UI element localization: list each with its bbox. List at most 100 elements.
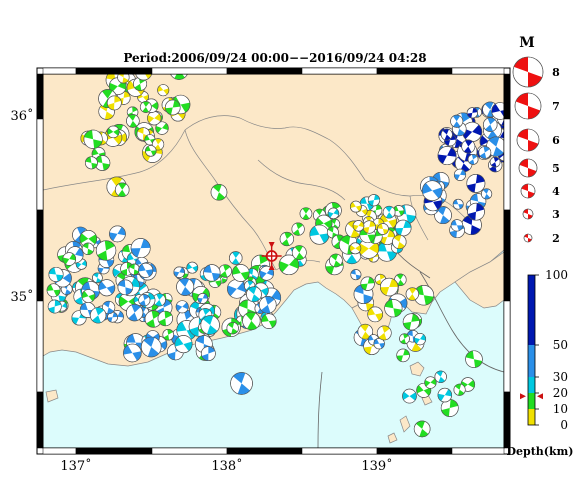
- earthquake-mechanism: [218, 264, 232, 278]
- earthquake-mechanism: [84, 156, 98, 170]
- magnitude-legend-symbol: [518, 158, 538, 178]
- earthquake-mechanism: [465, 350, 483, 368]
- earthquake-mechanism: [227, 279, 247, 299]
- earthquake-mechanisms: [46, 74, 504, 438]
- earthquake-mechanism: [461, 139, 476, 154]
- earthquake-mechanism: [81, 242, 95, 255]
- earthquake-mechanism: [413, 420, 431, 438]
- earthquake-mechanism: [392, 205, 405, 217]
- depth-color-band: [528, 345, 535, 377]
- epicenter-marker: [261, 242, 282, 270]
- earthquake-mechanism: [402, 313, 420, 331]
- depth-tick-label: 0: [560, 418, 568, 432]
- depth-tick-label: 20: [553, 386, 568, 400]
- earthquake-mechanism: [352, 220, 365, 232]
- earthquake-mechanism: [123, 343, 142, 363]
- earthquake-mechanism: [434, 370, 447, 383]
- earthquake-mechanism: [95, 240, 117, 261]
- earthquake-mechanism: [357, 323, 374, 340]
- magnitude-legend-label: 6: [552, 134, 560, 147]
- depth-legend-title: Depth(km): [507, 445, 574, 458]
- lon-label-137: 137˚: [60, 458, 91, 474]
- earthquake-mechanism: [229, 251, 243, 265]
- depth-color-band: [528, 275, 535, 345]
- earthquake-mechanism: [421, 180, 443, 201]
- earthquake-mechanism: [98, 279, 116, 297]
- depth-tick-label: 100: [545, 268, 568, 282]
- lon-label-139: 139˚: [361, 458, 392, 474]
- earthquake-mechanism: [450, 114, 464, 128]
- earthquake-mechanism: [424, 376, 437, 389]
- earthquake-mechanism: [175, 300, 189, 314]
- earthquake-mechanism: [176, 277, 195, 296]
- earthquake-mechanism: [309, 224, 330, 245]
- earthquake-mechanism: [173, 266, 186, 278]
- earthquake-mechanism: [174, 335, 193, 354]
- island-oshima: [409, 361, 425, 377]
- earthquake-mechanism: [402, 388, 417, 404]
- earthquake-mechanism: [164, 99, 181, 116]
- magnitude-legend-label: 4: [552, 185, 560, 198]
- lon-label-138: 138˚: [211, 458, 242, 474]
- depth-tick-label: 10: [553, 402, 568, 416]
- earthquake-mechanism: [226, 321, 239, 335]
- map-title: Period:2006/09/24 00:00−−2016/09/24 04:2…: [123, 51, 426, 65]
- island-niijima: [399, 415, 411, 433]
- earthquake-mechanism: [327, 207, 340, 220]
- earthquake-mechanism: [349, 200, 362, 213]
- earthquake-mechanism: [437, 146, 457, 166]
- lat-label-36: 36˚: [10, 108, 33, 124]
- longitude-axis: 137˚ 138˚ 139˚: [60, 458, 392, 474]
- earthquake-mechanism: [399, 333, 410, 345]
- earthquake-mechanism: [186, 261, 199, 274]
- earthquake-mechanism: [157, 84, 170, 97]
- earthquake-mechanism: [413, 333, 427, 346]
- earthquake-mechanism: [102, 300, 116, 315]
- earthquake-mechanism: [47, 299, 62, 314]
- earthquake-mechanism: [467, 202, 485, 221]
- earthquake-mechanism: [210, 184, 228, 201]
- earthquake-mechanism: [349, 242, 362, 255]
- earthquake-mechanism: [394, 219, 412, 237]
- earthquake-mechanism: [151, 138, 165, 151]
- earthquake-mechanism: [138, 294, 151, 307]
- earthquake-mechanism: [291, 245, 307, 260]
- earthquake-mechanism: [117, 74, 130, 84]
- earthquake-mechanism: [162, 328, 175, 341]
- earthquake-mechanism: [200, 315, 220, 335]
- earthquake-mechanism: [437, 387, 453, 403]
- earthquake-mechanism: [362, 220, 376, 234]
- earthquake-mechanism: [152, 293, 166, 307]
- magnitude-legend: M 8 7 6 5 4 3 2: [512, 35, 560, 245]
- earthquake-mechanism: [489, 156, 501, 168]
- earthquake-mechanism: [486, 136, 504, 157]
- earthquake-mechanism: [278, 254, 300, 276]
- earthquake-mechanism: [203, 264, 221, 282]
- earthquake-mechanism: [62, 252, 77, 266]
- earthquake-mechanism: [367, 194, 381, 207]
- earthquake-mechanism: [299, 207, 313, 220]
- earthquake-mechanism: [126, 304, 144, 322]
- map-frame: [36, 67, 511, 455]
- magnitude-legend-label: 8: [552, 66, 560, 79]
- depth-color-band: [528, 409, 535, 425]
- depth-color-band: [528, 377, 535, 393]
- earthquake-mechanism: [452, 198, 464, 210]
- earthquake-mechanism: [140, 336, 162, 358]
- earthquake-mechanism: [373, 338, 385, 350]
- earthquake-mechanism: [242, 311, 261, 331]
- earthquake-mechanism: [230, 372, 253, 395]
- earthquake-mechanism: [109, 225, 126, 243]
- lat-label-35: 35˚: [10, 289, 33, 305]
- earthquake-mechanism: [329, 253, 343, 268]
- earthquake-mechanism: [157, 310, 173, 327]
- earthquake-mechanism: [246, 286, 262, 303]
- magnitude-legend-symbol: [520, 183, 536, 199]
- magnitude-legend-symbol: [514, 92, 542, 120]
- earthquake-mechanism: [81, 289, 96, 303]
- depth-marker-right: [537, 393, 543, 400]
- earthquake-mechanism: [92, 272, 103, 284]
- earthquake-mechanism: [261, 313, 277, 329]
- depth-color-band: [528, 393, 535, 409]
